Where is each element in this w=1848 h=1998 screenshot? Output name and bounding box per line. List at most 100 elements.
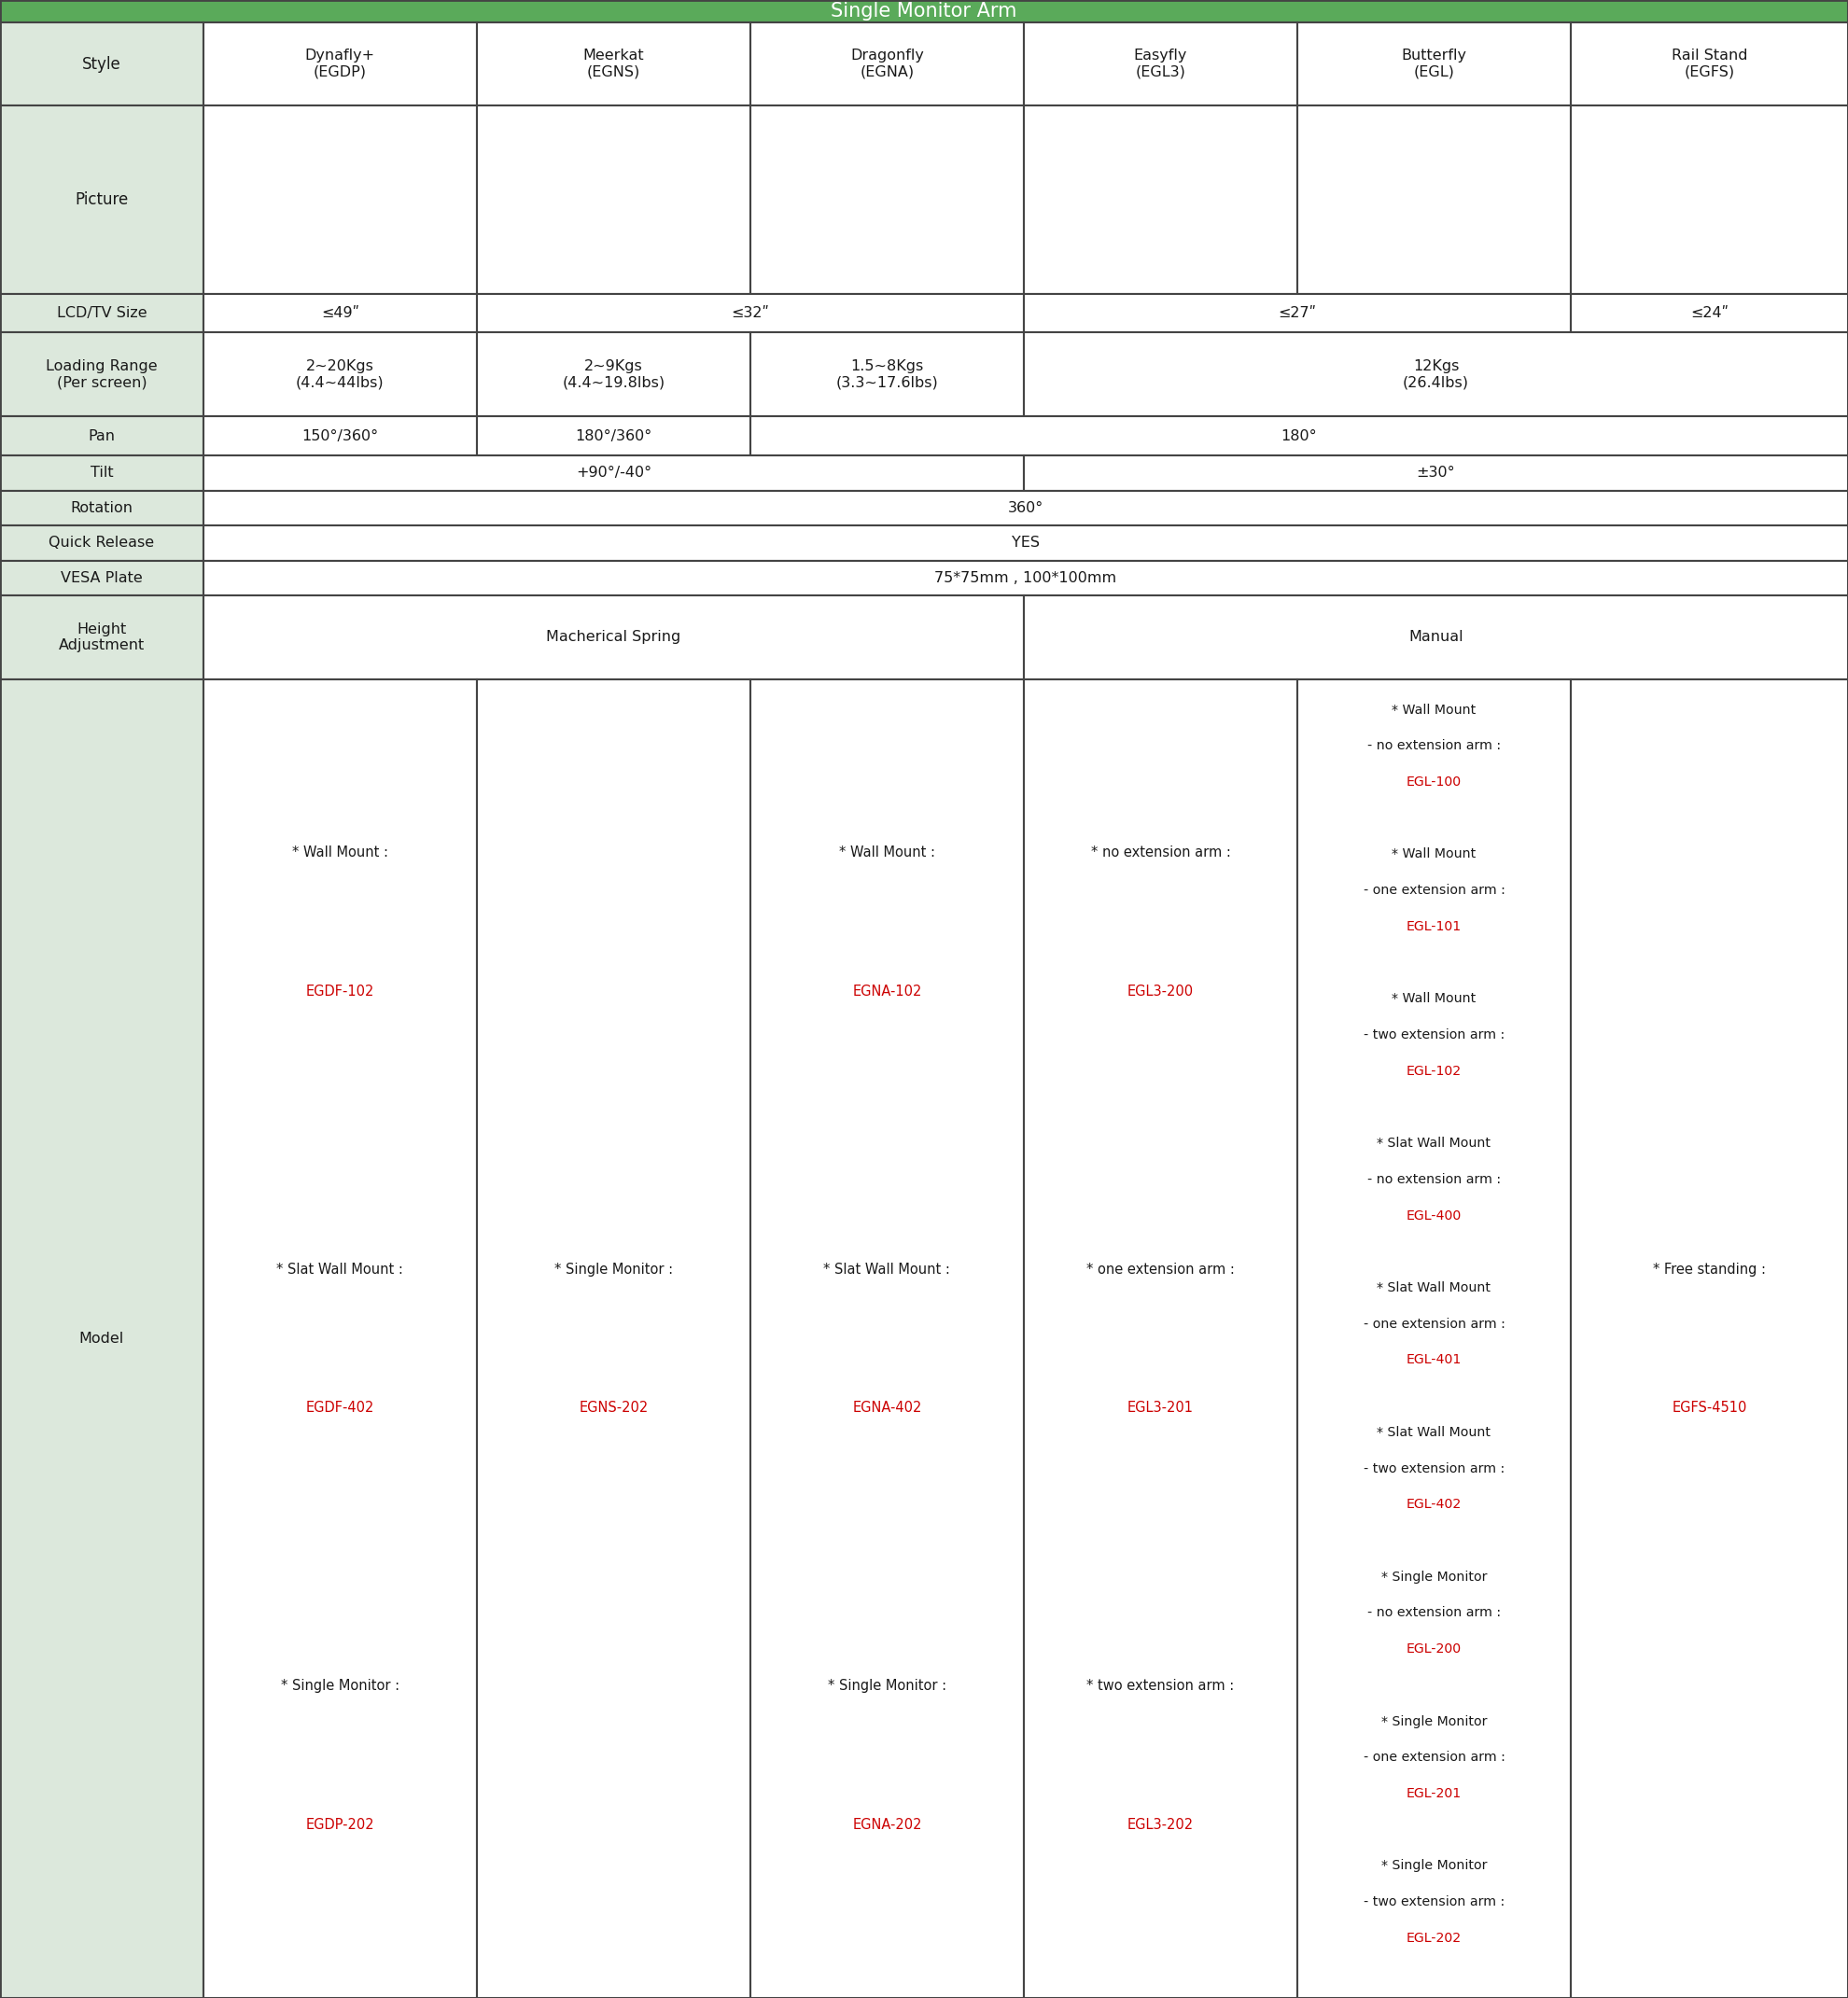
Text: EGL-101: EGL-101 <box>1406 919 1462 933</box>
Text: EGL-401: EGL-401 <box>1406 1353 1462 1367</box>
Text: 75*75mm , 100*100mm: 75*75mm , 100*100mm <box>935 571 1116 585</box>
Text: Rail Stand
(EGFS): Rail Stand (EGFS) <box>1671 48 1748 80</box>
Bar <box>750 22 1024 106</box>
Bar <box>203 22 477 106</box>
Bar <box>750 418 1848 456</box>
Bar <box>203 559 1848 595</box>
Bar <box>0 595 203 679</box>
Text: Easyfly
(EGL3): Easyfly (EGL3) <box>1135 48 1186 80</box>
Bar <box>477 679 750 1998</box>
Text: Dragonfly
(EGNA): Dragonfly (EGNA) <box>850 48 924 80</box>
Text: EGL-201: EGL-201 <box>1406 1786 1462 1800</box>
Text: EGL-400: EGL-400 <box>1406 1209 1462 1223</box>
Bar <box>0 294 203 334</box>
Text: 12Kgs
(26.4lbs): 12Kgs (26.4lbs) <box>1403 360 1469 390</box>
Bar <box>477 294 1024 334</box>
Text: - no extension arm :: - no extension arm : <box>1368 1606 1501 1620</box>
Text: - no extension arm :: - no extension arm : <box>1368 739 1501 753</box>
Text: EGL-202: EGL-202 <box>1406 1932 1462 1944</box>
Text: EGDF-102: EGDF-102 <box>305 985 375 999</box>
Text: * Slat Wall Mount: * Slat Wall Mount <box>1377 1427 1491 1439</box>
Bar <box>1024 106 1297 294</box>
Text: EGL-102: EGL-102 <box>1406 1065 1462 1077</box>
Text: * no extension arm :: * no extension arm : <box>1090 845 1231 859</box>
Bar <box>1297 106 1571 294</box>
Text: EGL3-200: EGL3-200 <box>1127 985 1194 999</box>
Text: EGNA-402: EGNA-402 <box>852 1401 922 1415</box>
Text: * Free standing :: * Free standing : <box>1652 1263 1767 1277</box>
Text: * Single Monitor: * Single Monitor <box>1380 1860 1488 1872</box>
Text: * Wall Mount: * Wall Mount <box>1392 993 1477 1005</box>
Bar <box>0 0 1848 22</box>
Bar <box>0 418 203 456</box>
Text: * Wall Mount :: * Wall Mount : <box>292 845 388 859</box>
Text: 1.5~8Kgs
(3.3~17.6lbs): 1.5~8Kgs (3.3~17.6lbs) <box>835 360 939 390</box>
Text: 360°: 360° <box>1007 501 1044 515</box>
Bar <box>0 525 203 559</box>
Text: 2~9Kgs
(4.4~19.8lbs): 2~9Kgs (4.4~19.8lbs) <box>562 360 665 390</box>
Bar <box>1024 456 1848 490</box>
Text: 180°: 180° <box>1281 430 1318 444</box>
Bar <box>203 294 477 334</box>
Bar <box>0 22 203 106</box>
Bar <box>0 106 203 294</box>
Text: EGDF-402: EGDF-402 <box>305 1401 375 1415</box>
Bar <box>1571 294 1848 334</box>
Bar <box>1024 679 1297 1998</box>
Text: +90°/-40°: +90°/-40° <box>577 466 650 480</box>
Text: Picture: Picture <box>76 192 128 208</box>
Bar <box>477 106 750 294</box>
Bar <box>750 334 1024 418</box>
Text: * Slat Wall Mount: * Slat Wall Mount <box>1377 1137 1491 1151</box>
Text: ≤27ʺ: ≤27ʺ <box>1279 306 1316 320</box>
Text: EGNA-202: EGNA-202 <box>852 1818 922 1832</box>
Text: VESA Plate: VESA Plate <box>61 571 142 585</box>
Bar <box>0 679 203 1998</box>
Bar <box>203 334 477 418</box>
Text: * Wall Mount: * Wall Mount <box>1392 703 1477 717</box>
Bar <box>1297 22 1571 106</box>
Bar <box>1024 22 1297 106</box>
Text: Height
Adjustment: Height Adjustment <box>59 621 144 653</box>
Text: EGNA-102: EGNA-102 <box>852 985 922 999</box>
Text: - one extension arm :: - one extension arm : <box>1364 883 1504 897</box>
Text: EGL-200: EGL-200 <box>1406 1642 1462 1656</box>
Bar <box>0 490 203 525</box>
Text: Pan: Pan <box>89 430 115 444</box>
Text: * Slat Wall Mount :: * Slat Wall Mount : <box>824 1263 950 1277</box>
Bar <box>750 679 1024 1998</box>
Text: EGL3-201: EGL3-201 <box>1127 1401 1194 1415</box>
Text: * Wall Mount :: * Wall Mount : <box>839 845 935 859</box>
Text: Manual: Manual <box>1408 629 1464 645</box>
Bar <box>750 106 1024 294</box>
Text: EGL-402: EGL-402 <box>1406 1498 1462 1510</box>
Bar <box>1024 334 1848 418</box>
Text: * Single Monitor: * Single Monitor <box>1380 1570 1488 1584</box>
Bar <box>477 418 750 456</box>
Text: Tilt: Tilt <box>91 466 113 480</box>
Text: Style: Style <box>81 56 122 72</box>
Text: Rotation: Rotation <box>70 501 133 515</box>
Bar <box>0 559 203 595</box>
Text: YES: YES <box>1011 535 1040 549</box>
Bar <box>203 595 1024 679</box>
Text: - no extension arm :: - no extension arm : <box>1368 1173 1501 1187</box>
Text: LCD/TV Size: LCD/TV Size <box>57 306 146 320</box>
Text: * Wall Mount: * Wall Mount <box>1392 847 1477 861</box>
Bar <box>203 525 1848 559</box>
Text: EGNS-202: EGNS-202 <box>578 1401 649 1415</box>
Bar <box>0 334 203 418</box>
Text: ≤32ʺ: ≤32ʺ <box>732 306 769 320</box>
Text: - two extension arm :: - two extension arm : <box>1364 1029 1504 1041</box>
Text: - two extension arm :: - two extension arm : <box>1364 1463 1504 1475</box>
Text: 150°/360°: 150°/360° <box>301 430 379 444</box>
Bar <box>1571 22 1848 106</box>
Text: * Single Monitor :: * Single Monitor : <box>828 1678 946 1692</box>
Text: EGL3-202: EGL3-202 <box>1127 1818 1194 1832</box>
Bar <box>203 456 1024 490</box>
Text: - one extension arm :: - one extension arm : <box>1364 1317 1504 1331</box>
Bar <box>1571 679 1848 1998</box>
Text: Dynafly+
(EGDP): Dynafly+ (EGDP) <box>305 48 375 80</box>
Text: * one extension arm :: * one extension arm : <box>1087 1263 1234 1277</box>
Text: * two extension arm :: * two extension arm : <box>1087 1678 1234 1692</box>
